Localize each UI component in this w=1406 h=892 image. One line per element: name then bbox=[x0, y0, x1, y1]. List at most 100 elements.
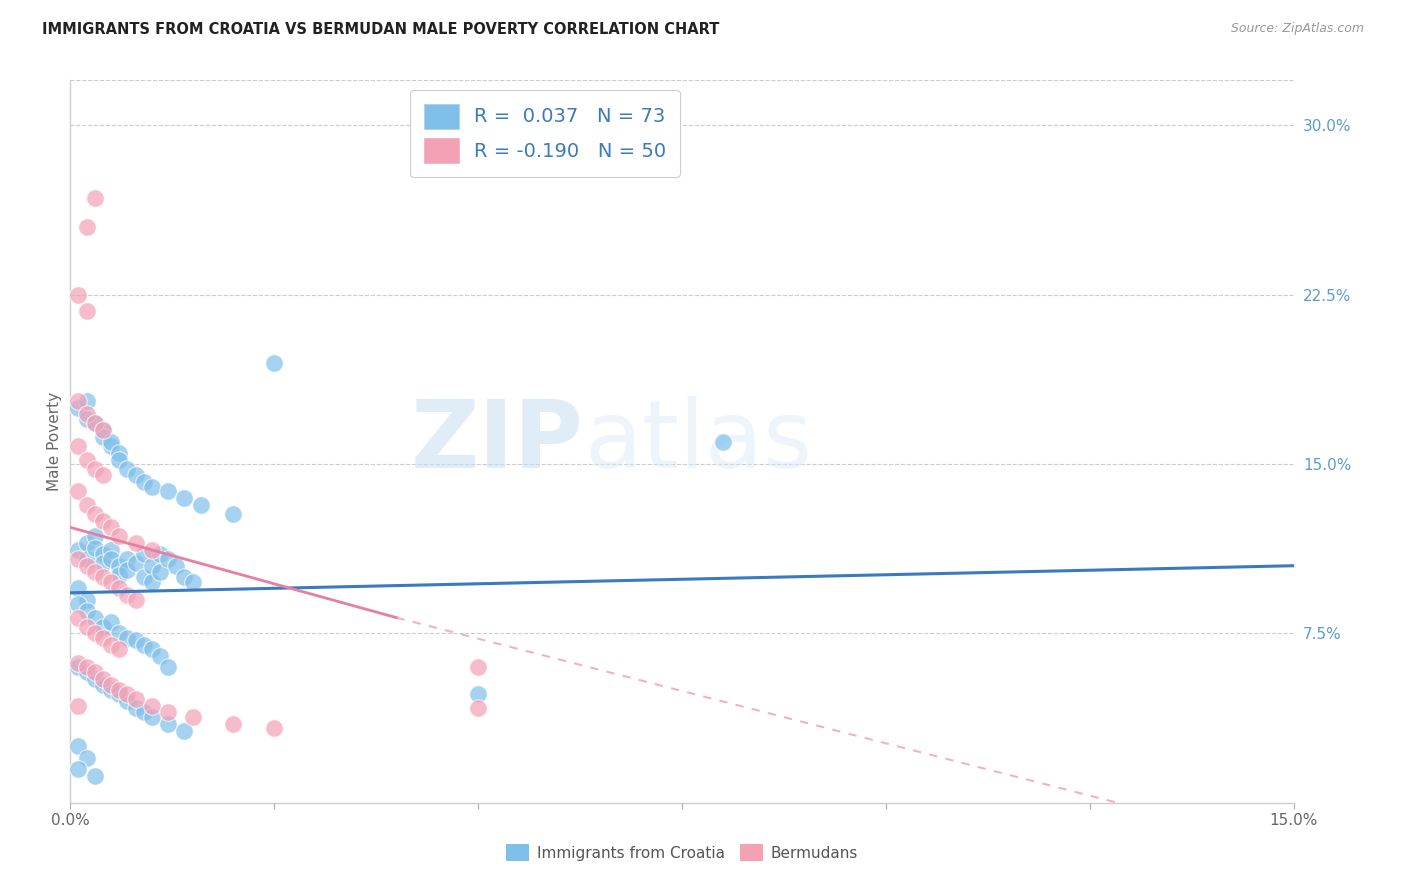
Point bbox=[76, 604, 98, 618]
Point bbox=[132, 638, 155, 652]
Point bbox=[67, 287, 90, 301]
Point bbox=[157, 716, 180, 731]
Point bbox=[67, 393, 90, 408]
Point bbox=[108, 529, 131, 543]
Point bbox=[91, 557, 114, 571]
Point bbox=[141, 710, 163, 724]
Point bbox=[91, 548, 114, 562]
Point bbox=[124, 557, 146, 571]
Point bbox=[124, 536, 146, 550]
Point bbox=[149, 548, 172, 562]
Point bbox=[91, 430, 114, 444]
Point bbox=[141, 574, 163, 589]
Point bbox=[149, 566, 172, 580]
Point bbox=[141, 558, 163, 573]
Point bbox=[76, 303, 98, 318]
Y-axis label: Male Poverty: Male Poverty bbox=[46, 392, 62, 491]
Point bbox=[263, 355, 285, 369]
Point bbox=[190, 498, 212, 512]
Point bbox=[141, 542, 163, 557]
Point bbox=[173, 570, 195, 584]
Point bbox=[76, 592, 98, 607]
Point bbox=[100, 678, 122, 692]
Point bbox=[124, 592, 146, 607]
Point bbox=[117, 552, 139, 566]
Point bbox=[108, 642, 131, 657]
Point bbox=[467, 701, 489, 715]
Point bbox=[91, 678, 114, 692]
Point bbox=[108, 687, 131, 701]
Text: IMMIGRANTS FROM CROATIA VS BERMUDAN MALE POVERTY CORRELATION CHART: IMMIGRANTS FROM CROATIA VS BERMUDAN MALE… bbox=[42, 22, 720, 37]
Point bbox=[100, 574, 122, 589]
Point bbox=[117, 563, 139, 577]
Point bbox=[67, 698, 90, 713]
Point bbox=[157, 660, 180, 674]
Point bbox=[76, 412, 98, 426]
Point bbox=[67, 610, 90, 624]
Point bbox=[117, 588, 139, 602]
Point bbox=[132, 570, 155, 584]
Point bbox=[100, 552, 122, 566]
Point bbox=[67, 542, 90, 557]
Point bbox=[83, 769, 105, 783]
Point bbox=[91, 514, 114, 528]
Point bbox=[173, 491, 195, 505]
Point bbox=[91, 620, 114, 634]
Point bbox=[67, 656, 90, 670]
Point bbox=[76, 552, 98, 566]
Legend: Immigrants from Croatia, Bermudans: Immigrants from Croatia, Bermudans bbox=[501, 838, 863, 867]
Point bbox=[83, 417, 105, 431]
Point bbox=[117, 694, 139, 708]
Point bbox=[157, 552, 180, 566]
Text: atlas: atlas bbox=[583, 395, 813, 488]
Point bbox=[91, 672, 114, 686]
Point bbox=[76, 660, 98, 674]
Point bbox=[67, 739, 90, 754]
Point bbox=[83, 626, 105, 640]
Point bbox=[132, 706, 155, 720]
Point bbox=[222, 716, 245, 731]
Point bbox=[108, 567, 131, 582]
Point bbox=[76, 498, 98, 512]
Point bbox=[76, 558, 98, 573]
Point bbox=[76, 665, 98, 679]
Point bbox=[117, 631, 139, 645]
Point bbox=[157, 484, 180, 499]
Point bbox=[91, 570, 114, 584]
Point bbox=[83, 566, 105, 580]
Point bbox=[76, 536, 98, 550]
Point bbox=[181, 574, 204, 589]
Point bbox=[108, 582, 131, 596]
Point bbox=[100, 615, 122, 630]
Point bbox=[467, 660, 489, 674]
Point bbox=[711, 434, 734, 449]
Point bbox=[117, 687, 139, 701]
Point bbox=[76, 393, 98, 408]
Point bbox=[141, 480, 163, 494]
Point bbox=[67, 439, 90, 453]
Point bbox=[67, 597, 90, 611]
Point bbox=[76, 750, 98, 764]
Point bbox=[76, 620, 98, 634]
Point bbox=[141, 698, 163, 713]
Point bbox=[263, 721, 285, 735]
Point bbox=[83, 610, 105, 624]
Point bbox=[91, 631, 114, 645]
Point bbox=[124, 633, 146, 648]
Point bbox=[91, 423, 114, 437]
Point bbox=[165, 558, 187, 573]
Point bbox=[467, 687, 489, 701]
Point bbox=[67, 660, 90, 674]
Point bbox=[83, 191, 105, 205]
Point bbox=[149, 648, 172, 663]
Point bbox=[91, 468, 114, 483]
Point bbox=[108, 682, 131, 697]
Point bbox=[67, 401, 90, 415]
Point bbox=[76, 408, 98, 422]
Point bbox=[100, 520, 122, 534]
Text: ZIP: ZIP bbox=[411, 395, 583, 488]
Point bbox=[132, 548, 155, 562]
Point bbox=[132, 475, 155, 490]
Point bbox=[100, 439, 122, 453]
Point bbox=[76, 452, 98, 467]
